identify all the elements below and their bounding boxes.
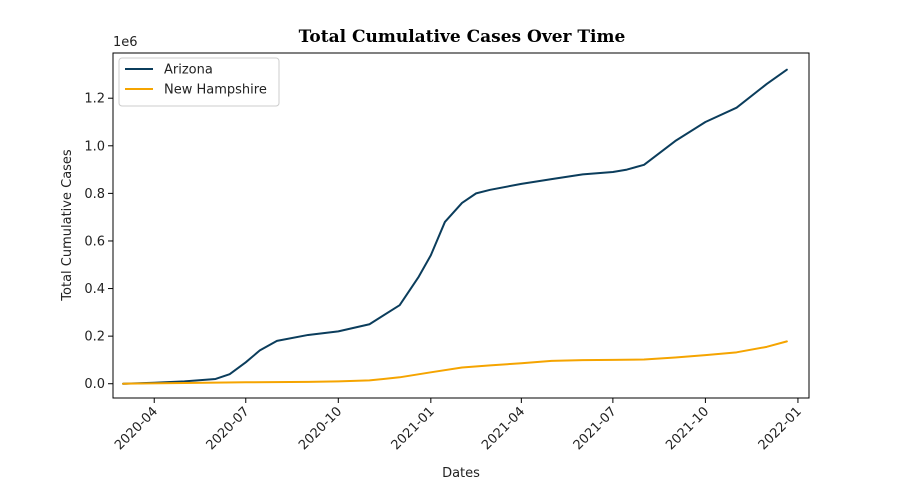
y-tick-label: 0.6 [84,234,105,249]
series-line-new-hampshire [122,340,788,385]
legend-box [118,57,280,107]
series-line-arizona [122,68,788,385]
legend-label: Arizona [164,63,213,78]
y-tick-label: 0.2 [84,330,105,345]
x-axis-label: Dates [442,466,480,481]
series-lines [122,68,788,385]
y-tick-label: 0.0 [84,377,105,392]
axis-ticks: 2020-04 2020-07 2020-10 2021-01 2021-04 2021-… [84,92,804,454]
x-tick-label: 2021-07 [571,404,620,453]
y-tick-label: 1.2 [84,92,105,107]
y-tick-label: 1.0 [84,139,105,154]
x-tick-label: 2020-10 [296,404,345,453]
y-tick-label: 0.4 [84,282,105,297]
plot-area-frame [112,52,810,399]
y-axis-offset-label: 1e6 [113,35,138,50]
x-tick-label: 2021-04 [479,404,528,453]
legend-label: New Hampshire [164,83,267,98]
y-axis-label: Total Cumulative Cases [60,149,75,302]
x-tick-label: 2021-01 [389,404,438,453]
chart-title: Total Cumulative Cases Over Time [299,27,626,47]
y-tick-label: 0.8 [84,187,105,202]
legend: Arizona New Hampshire [118,57,280,107]
x-tick-label: 2022-01 [756,404,805,453]
x-tick-label: 2021-10 [663,404,712,453]
x-tick-label: 2020-04 [112,404,161,453]
x-tick-label: 2020-07 [204,404,253,453]
